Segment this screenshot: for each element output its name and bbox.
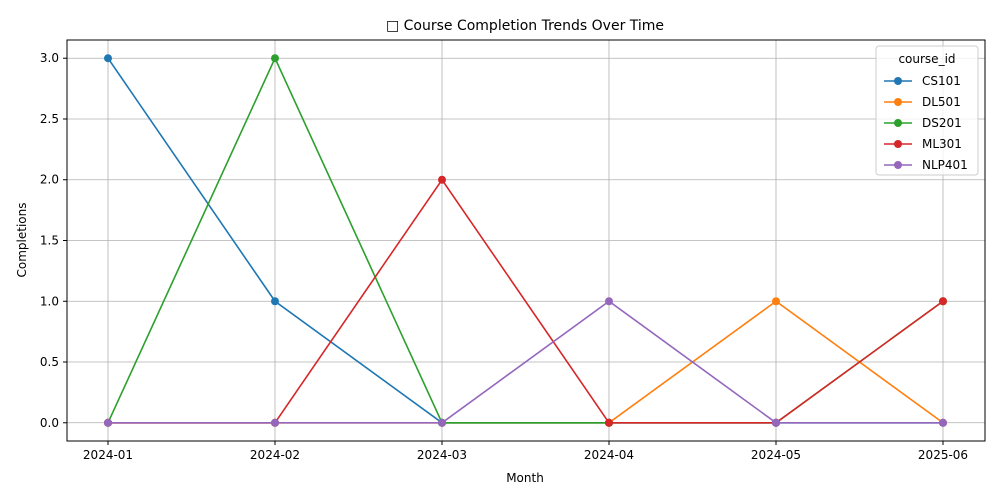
- legend-item-cs101: CS101: [884, 74, 961, 88]
- x-tick-label: 2024-04: [584, 448, 634, 462]
- x-axis-title: Month: [506, 471, 544, 485]
- chart-title: □ Course Completion Trends Over Time: [386, 18, 664, 34]
- legend-item-ds201: DS201: [884, 116, 962, 130]
- y-tick-label: 1.0: [40, 294, 59, 308]
- legend-marker: [894, 77, 902, 85]
- y-tick-label: 0.5: [40, 355, 59, 369]
- y-axis-title: Completions: [15, 203, 29, 278]
- data-point: [939, 297, 947, 306]
- data-point: [271, 418, 279, 427]
- data-point: [772, 418, 780, 427]
- legend-item-ml301: ML301: [884, 137, 962, 151]
- x-tick-label: 2025-06: [918, 448, 968, 462]
- x-tick-label: 2024-03: [417, 448, 467, 462]
- legend-title: course_id: [898, 52, 955, 66]
- data-point: [605, 297, 613, 306]
- y-tick-label: 3.0: [40, 51, 59, 65]
- x-tick-label: 2024-05: [751, 448, 801, 462]
- data-point: [772, 297, 780, 306]
- grid-lines: [67, 40, 985, 441]
- data-point: [939, 418, 947, 427]
- series-layer: [104, 54, 947, 427]
- legend-marker: [894, 161, 902, 169]
- series-nlp401: [104, 297, 947, 427]
- y-tick-label: 2.5: [40, 112, 59, 126]
- legend-label: NLP401: [922, 158, 968, 172]
- x-axis: 2024-01 2024-02 2024-03 2024-04 2024-05 2025-…: [83, 441, 968, 462]
- data-point: [271, 297, 279, 306]
- legend: course_id CS101 DL501 DS201 ML301 NLP401: [875, 45, 979, 176]
- legend-marker: [894, 119, 902, 127]
- y-tick-label: 0.0: [40, 416, 59, 430]
- data-point: [104, 54, 112, 63]
- y-axis: 0.0 0.5 1.0 1.5 2.0 2.5 3.0: [40, 51, 67, 430]
- data-point: [438, 175, 446, 184]
- legend-label: DS201: [922, 116, 962, 130]
- series-line: [108, 300, 943, 424]
- legend-marker: [894, 98, 902, 106]
- legend-item-nlp401: NLP401: [884, 158, 968, 172]
- data-point: [271, 54, 279, 63]
- data-point: [104, 418, 112, 427]
- data-point: [605, 418, 613, 427]
- x-tick-label: 2024-01: [83, 448, 133, 462]
- x-tick-label: 2024-02: [250, 448, 300, 462]
- legend-label: DL501: [922, 95, 961, 109]
- legend-label: ML301: [922, 137, 962, 151]
- y-tick-label: 1.5: [40, 234, 59, 248]
- y-tick-label: 2.0: [40, 173, 59, 187]
- legend-marker: [894, 140, 902, 148]
- legend-label: CS101: [922, 74, 961, 88]
- data-point: [438, 418, 446, 427]
- legend-item-dl501: DL501: [884, 95, 961, 109]
